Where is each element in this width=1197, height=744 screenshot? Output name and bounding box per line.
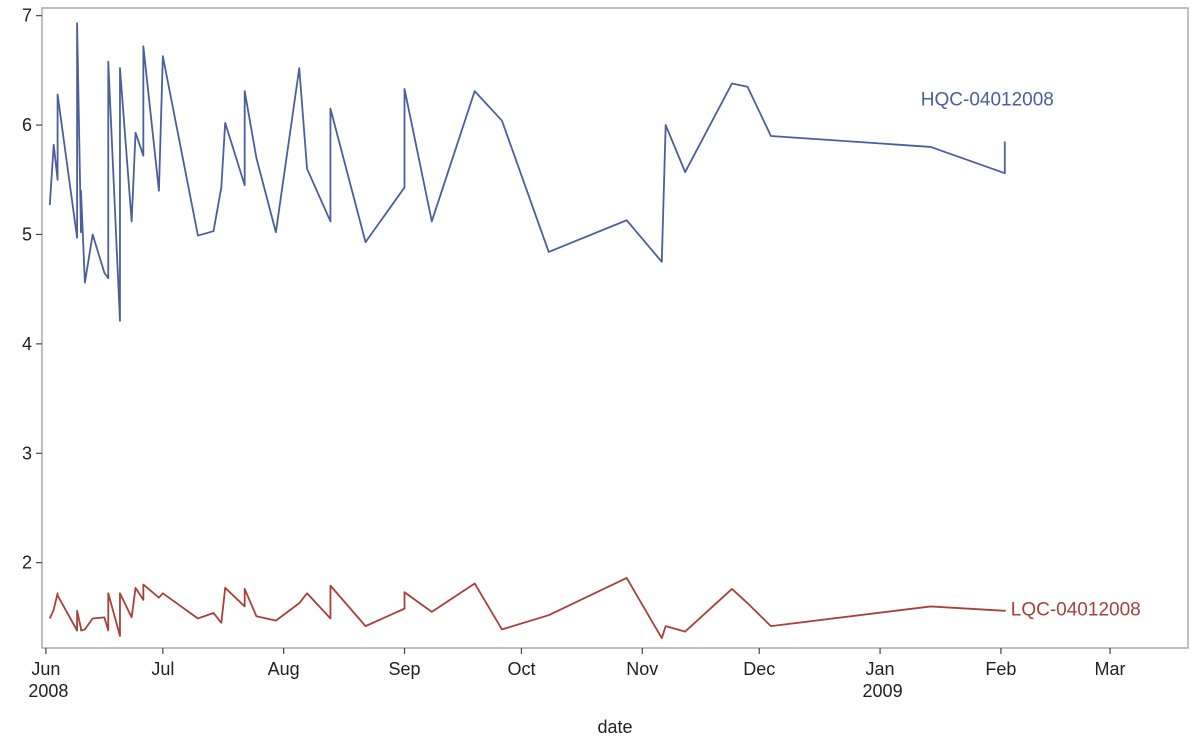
y-tick-label: 4 — [22, 334, 32, 354]
x-tick-label: Jun 2008 — [23, 659, 68, 701]
x-tick-label: Jan 2009 — [858, 659, 903, 701]
x-tick-label: Feb — [985, 659, 1016, 679]
y-tick-label: 7 — [22, 6, 32, 26]
series-line — [48, 577, 1006, 640]
x-tick-label: Aug — [268, 659, 300, 679]
x-tick-label: Nov — [626, 659, 658, 679]
x-tick-label: Dec — [743, 659, 775, 679]
y-tick-label: 5 — [22, 224, 32, 244]
series-line — [48, 22, 1006, 322]
plot-frame — [41, 7, 1189, 649]
x-tick-label: Oct — [507, 659, 535, 679]
x-tick-label: Sep — [388, 659, 420, 679]
x-tick-label: Jul — [151, 659, 174, 679]
series-label: LQC-04012008 — [1011, 600, 1141, 621]
y-tick-label: 2 — [22, 553, 32, 573]
series-label: HQC-04012008 — [921, 89, 1054, 110]
y-tick-label: 3 — [22, 443, 32, 463]
x-tick-label: Mar — [1095, 659, 1126, 679]
y-tick-label: 6 — [22, 115, 32, 135]
x-axis-label: date — [597, 717, 632, 737]
